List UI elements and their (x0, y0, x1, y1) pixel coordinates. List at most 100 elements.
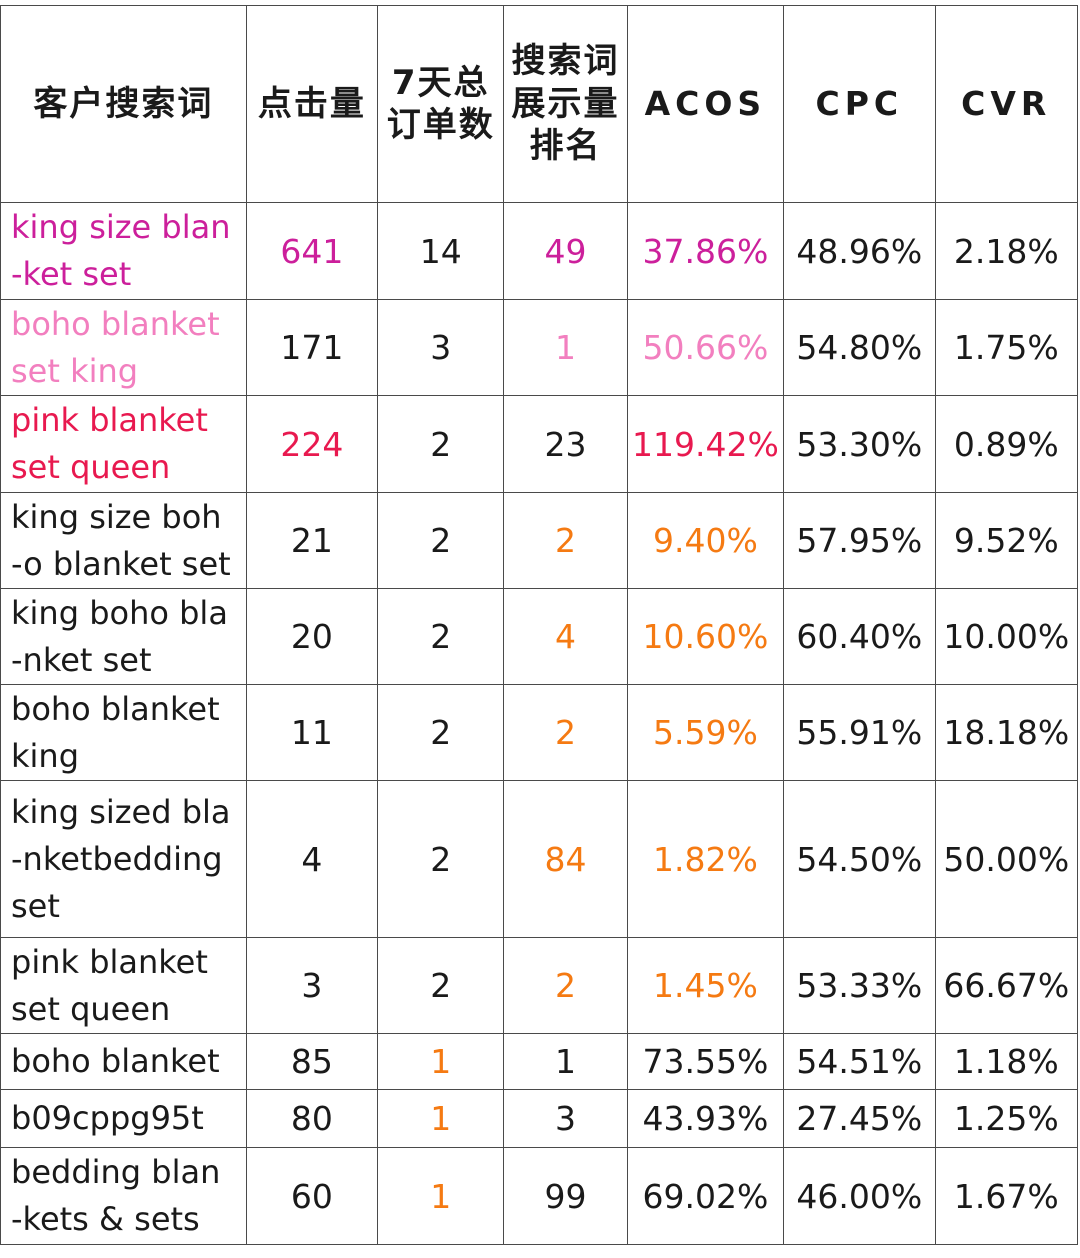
table-row: king sized bla -nketbedding set 4 2 84 1.82% 54… (0, 780, 1079, 938)
search-term-line: bedding blan (11, 1153, 221, 1191)
search-term-line: set queen (11, 989, 171, 1028)
cell-clicks: 3 (245, 937, 379, 1034)
table-row: boho blanket king 11 2 2 5.59% 55.91% 18.18% (0, 684, 1079, 781)
cell-rank: 2 (503, 937, 628, 1034)
header-impression-rank: 搜索词展示量排名 (503, 5, 628, 203)
cell-orders: 1 (377, 1089, 505, 1148)
cell-rank: 3 (503, 1089, 628, 1148)
cell-rank: 1 (503, 299, 628, 396)
cell-clicks: 4 (245, 780, 379, 938)
cell-orders: 1 (377, 1033, 505, 1090)
search-term-line: boho blanket (11, 304, 220, 343)
cell-cpc: 60.40% (783, 588, 936, 685)
cell-acos: 9.40% (626, 492, 785, 589)
search-term-line: -o blanket set (11, 544, 231, 583)
cell-cvr: 50.00% (934, 780, 1079, 938)
cell-acos: 37.86% (626, 202, 785, 300)
table-row: king boho bla -nket set 20 2 4 10.60% 60.40% 10… (0, 588, 1079, 685)
cell-cvr: 66.67% (934, 937, 1079, 1034)
cell-clicks: 21 (245, 492, 379, 589)
table-row: bedding blan -kets & sets 60 1 99 69.02% 46.00… (0, 1147, 1079, 1245)
cell-acos: 1.82% (626, 780, 785, 938)
cell-rank: 4 (503, 588, 628, 685)
header-row: 客户搜索词 点击量 7天总订单数 搜索词展示量排名 ACOS CPC CVR (0, 5, 1079, 203)
search-term-line: set king (11, 351, 139, 390)
search-term-line: boho blanket (11, 689, 220, 728)
cell-acos: 119.42% (626, 395, 785, 493)
search-term-line: king sized bla (11, 792, 231, 831)
header-search-term: 客户搜索词 (0, 5, 247, 203)
cell-search-term: king size boh -o blanket set (0, 492, 247, 589)
header-cvr: CVR (934, 5, 1079, 203)
cell-search-term: bedding blan -kets & sets (0, 1147, 247, 1245)
header-acos: ACOS (626, 5, 785, 203)
table-container: 客户搜索词 点击量 7天总订单数 搜索词展示量排名 ACOS CPC CVR k… (0, 5, 1079, 1245)
cell-orders: 3 (377, 299, 505, 396)
cell-cpc: 54.50% (783, 780, 936, 938)
search-term-line: boho blanket (11, 1042, 220, 1080)
cell-acos: 10.60% (626, 588, 785, 685)
search-term-line: set queen (11, 448, 171, 486)
cell-clicks: 20 (245, 588, 379, 685)
cell-acos: 69.02% (626, 1147, 785, 1245)
search-term-table: 客户搜索词 点击量 7天总订单数 搜索词展示量排名 ACOS CPC CVR k… (0, 5, 1079, 1245)
cell-orders: 2 (377, 395, 505, 493)
cell-rank: 49 (503, 202, 628, 300)
cell-cvr: 1.67% (934, 1147, 1079, 1245)
cell-cvr: 18.18% (934, 684, 1079, 781)
search-term-line: king boho bla (11, 593, 228, 632)
search-term-line: pink blanket (11, 942, 208, 981)
cell-acos: 1.45% (626, 937, 785, 1034)
cell-clicks: 641 (245, 202, 379, 300)
search-term-line: king size boh (11, 497, 222, 536)
cell-cvr: 2.18% (934, 202, 1079, 300)
search-term-line: set (11, 886, 60, 925)
cell-acos: 43.93% (626, 1089, 785, 1148)
table-row: b09cppg95t 80 1 3 43.93% 27.45% 1.25% (0, 1089, 1079, 1148)
cell-orders: 1 (377, 1147, 505, 1245)
cell-search-term: king boho bla -nket set (0, 588, 247, 685)
cell-search-term: king sized bla -nketbedding set (0, 780, 247, 938)
cell-orders: 2 (377, 937, 505, 1034)
cell-cpc: 53.30% (783, 395, 936, 493)
cell-orders: 2 (377, 588, 505, 685)
header-impression-rank-text: 搜索词展示量排名 (511, 41, 620, 167)
cell-cpc: 27.45% (783, 1089, 936, 1148)
cell-cvr: 1.18% (934, 1033, 1079, 1090)
cell-cvr: 1.25% (934, 1089, 1079, 1148)
cell-clicks: 60 (245, 1147, 379, 1245)
cell-clicks: 11 (245, 684, 379, 781)
cell-orders: 2 (377, 684, 505, 781)
cell-search-term: boho blanket (0, 1033, 247, 1090)
search-term-line: -nket set (11, 640, 152, 679)
cell-rank: 2 (503, 492, 628, 589)
search-term-line: -ket set (11, 255, 132, 293)
cell-cvr: 0.89% (934, 395, 1079, 493)
cell-orders: 14 (377, 202, 505, 300)
cell-rank: 84 (503, 780, 628, 938)
cell-cpc: 54.80% (783, 299, 936, 396)
cell-clicks: 85 (245, 1033, 379, 1090)
cell-search-term: boho blanket set king (0, 299, 247, 396)
table-body: king size blan -ket set 641 14 49 37.86% 48.96… (0, 202, 1079, 1245)
cell-cvr: 9.52% (934, 492, 1079, 589)
table-row: boho blanket 85 1 1 73.55% 54.51% 1.18% (0, 1033, 1079, 1090)
cell-cpc: 46.00% (783, 1147, 936, 1245)
search-term-line: -nketbedding (11, 839, 223, 878)
cell-acos: 73.55% (626, 1033, 785, 1090)
cell-rank: 23 (503, 395, 628, 493)
cell-clicks: 224 (245, 395, 379, 493)
cell-search-term: pink blanket set queen (0, 937, 247, 1034)
cell-search-term: b09cppg95t (0, 1089, 247, 1148)
table-row: pink blanket set queen 3 2 2 1.45% 53.33% 66.67… (0, 937, 1079, 1034)
table-row: king size boh -o blanket set 21 2 2 9.40% 57.9… (0, 492, 1079, 589)
cell-search-term: king size blan -ket set (0, 202, 247, 300)
cell-cpc: 53.33% (783, 937, 936, 1034)
cell-search-term: boho blanket king (0, 684, 247, 781)
search-term-line: b09cppg95t (11, 1099, 204, 1137)
cell-clicks: 171 (245, 299, 379, 396)
header-7day-orders-text: 7天总订单数 (386, 62, 495, 146)
cell-rank: 2 (503, 684, 628, 781)
table-row: pink blanket set queen 224 2 23 119.42% 53.30%… (0, 395, 1079, 493)
cell-cpc: 57.95% (783, 492, 936, 589)
